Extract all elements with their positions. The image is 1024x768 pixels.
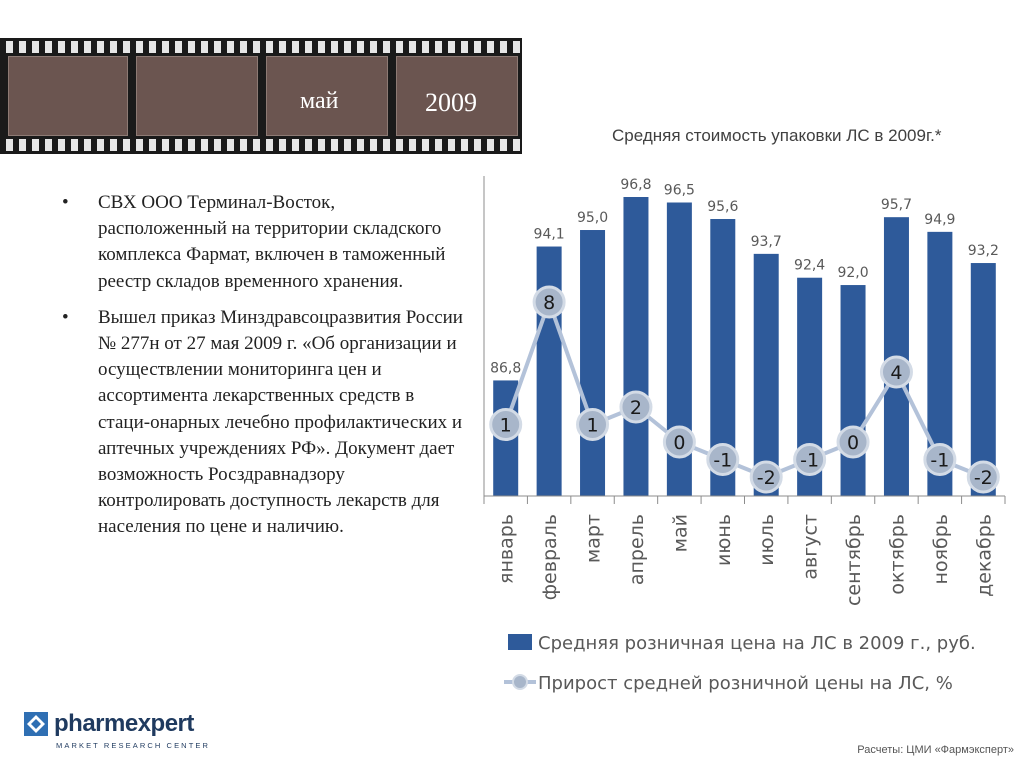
x-tick-label: сентябрь (843, 514, 865, 606)
x-tick-label: октябрь (886, 514, 908, 595)
bullet-item: СВХ ООО Терминал-Восток, расположенный н… (62, 190, 467, 295)
growth-value-label: -2 (757, 467, 776, 489)
header-month: май (300, 88, 339, 114)
bar-value-label: 93,2 (968, 243, 999, 259)
bar-value-label: 94,9 (924, 212, 955, 228)
growth-marker (966, 460, 1000, 494)
growth-marker (793, 443, 827, 476)
pharmexpert-logo-icon (24, 712, 48, 736)
legend-bar-swatch (508, 634, 532, 650)
bar-value-label: 92,0 (837, 265, 868, 281)
growth-marker (706, 443, 740, 476)
price-chart: 86,8 94,1 95,0 96,8 96,5 95,6 93,7 92,4 92,0 95,7… (483, 176, 1006, 694)
bullet-item: Вышел приказ Минздравсоцразвития России … (62, 305, 467, 541)
growth-value-label: 2 (630, 397, 642, 419)
bar-value-label: 95,6 (707, 199, 738, 215)
growth-value-label: 4 (890, 362, 902, 384)
x-tick-label: апрель (626, 514, 648, 585)
x-tick-label: февраль (539, 514, 561, 600)
logo-name: pharmexpert (54, 710, 194, 737)
growth-value-label: -2 (974, 467, 993, 489)
x-tick-label: август (800, 514, 822, 580)
pharmexpert-logo: pharmexpert MARKET RESEARCH CENTER (22, 710, 208, 754)
film-perforation-bottom (0, 139, 522, 151)
growth-marker (662, 425, 696, 459)
growth-value-label: 1 (586, 415, 598, 437)
legend-marker-swatch (512, 674, 528, 690)
legend-line-label: Прирост средней розничной цены на ЛС, % (538, 673, 953, 694)
film-frame (266, 56, 388, 136)
x-tick-label: май (669, 514, 691, 552)
growth-line (503, 300, 985, 479)
growth-value-label: -1 (800, 450, 819, 472)
x-tick-label: январь (496, 514, 518, 584)
chart-title: Средняя стоимость упаковки ЛС в 2009г.* (612, 126, 942, 145)
bar-июль (753, 253, 779, 496)
growth-value-label: -1 (713, 450, 732, 472)
growth-marker (879, 355, 913, 389)
growth-marker (489, 408, 523, 441)
x-tick-label: июль (756, 514, 778, 566)
bar-value-label: 96,8 (620, 177, 651, 193)
growth-marker (836, 425, 870, 459)
growth-value-label: 0 (673, 432, 685, 454)
bar-value-label: 93,7 (751, 234, 782, 250)
bar-value-label: 95,7 (881, 197, 912, 213)
bar-value-label: 86,8 (490, 360, 521, 376)
bar-сентябрь (840, 285, 866, 496)
growth-marker (619, 390, 653, 424)
header-year: 2009 (425, 88, 477, 117)
growth-marker (576, 408, 610, 441)
bar-value-label: 96,5 (664, 183, 695, 199)
growth-value-label: 8 (543, 292, 555, 314)
film-perforation-top (0, 41, 522, 53)
bar-февраль (536, 246, 562, 496)
legend-bar-label: Средняя розничная цена на ЛС в 2009 г., … (538, 633, 976, 654)
logo-subtitle: MARKET RESEARCH CENTER (56, 741, 210, 750)
growth-value-label: -1 (930, 450, 949, 472)
x-tick-label: март (583, 514, 605, 563)
film-frame (396, 56, 518, 136)
growth-value-label: 1 (500, 415, 512, 437)
bar-value-label: 94,1 (534, 227, 565, 243)
x-tick-label: декабрь (973, 514, 995, 597)
bar-value-label: 92,4 (794, 258, 825, 274)
bar-апрель (623, 197, 649, 496)
bar-value-label: 95,0 (577, 210, 608, 226)
film-strip-banner: май 2009 (0, 38, 522, 154)
growth-marker (532, 285, 566, 319)
film-frame (8, 56, 128, 136)
growth-value-label: 0 (847, 432, 859, 454)
bar-декабрь (970, 263, 996, 496)
film-frame (136, 56, 258, 136)
growth-marker (749, 460, 783, 494)
growth-marker (923, 443, 957, 476)
source-note: Расчеты: ЦМИ «Фармэксперт» (857, 744, 1014, 756)
bullet-list: СВХ ООО Терминал-Восток, расположенный н… (62, 190, 467, 551)
x-tick-label: ноябрь (930, 514, 952, 584)
x-tick-label: июнь (713, 514, 735, 566)
bar-март (580, 230, 606, 496)
